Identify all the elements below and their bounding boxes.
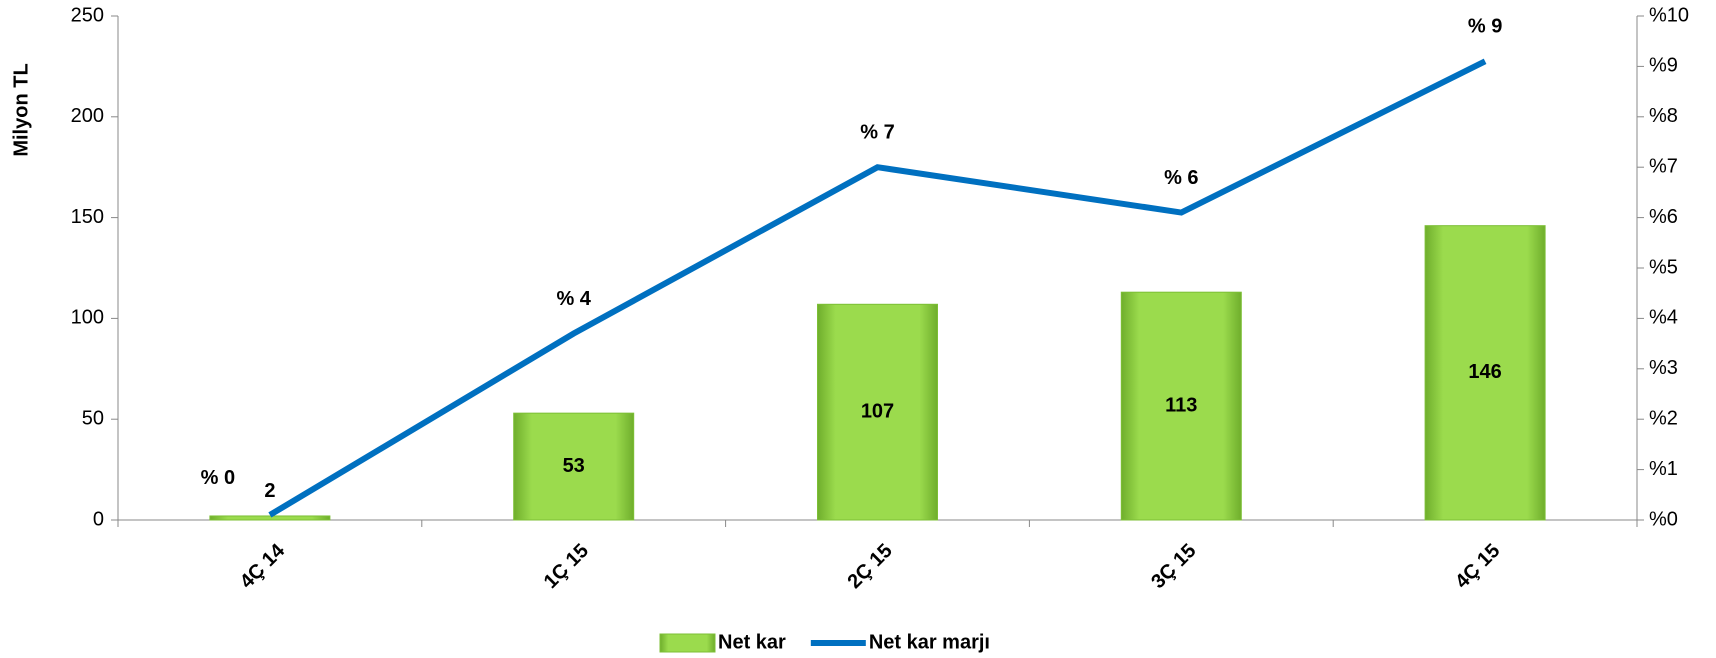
line-label: % 9 (1468, 16, 1502, 38)
y-tick-label: 150 (71, 206, 104, 228)
y-axis-label: Milyon TL (10, 63, 32, 156)
y-tick-label: 100 (71, 307, 104, 329)
y2-tick-label: %3 (1649, 357, 1678, 379)
y-tick-label: 250 (71, 4, 104, 26)
y-tick-label: 50 (82, 407, 104, 429)
y-tick-label: 0 (93, 508, 104, 530)
y2-tick-label: %1 (1649, 458, 1678, 480)
y2-tick-label: %2 (1649, 407, 1678, 429)
bar-label: 53 (563, 455, 585, 477)
y2-tick-label: %7 (1649, 155, 1678, 177)
x-tick-label: 4Ç 15 (1451, 540, 1504, 593)
y2-tick-label: %0 (1649, 508, 1678, 530)
line-label: % 7 (860, 121, 894, 143)
bar-label: 146 (1468, 361, 1501, 383)
line-label: % 6 (1164, 167, 1198, 189)
bar-label: 113 (1165, 394, 1197, 416)
bar (817, 303, 938, 521)
legend-label: Net kar (718, 631, 786, 653)
y-tick-label: 200 (71, 105, 104, 127)
legend-label: Net kar marjı (869, 631, 990, 653)
y2-tick-label: %8 (1649, 105, 1678, 127)
line-label: % 0 (201, 467, 235, 489)
y2-tick-label: %5 (1649, 256, 1678, 278)
y2-tick-label: %9 (1649, 55, 1678, 77)
bar (1424, 225, 1546, 521)
line-label: % 4 (556, 288, 591, 310)
bar (209, 515, 331, 521)
y2-tick-label: %10 (1649, 4, 1689, 26)
line (268, 58, 1487, 518)
y2-tick-label: %6 (1649, 206, 1678, 228)
x-tick-label: 3Ç 15 (1147, 540, 1200, 593)
x-tick-label: 4Ç 14 (236, 539, 290, 593)
x-tick-label: 1Ç 15 (540, 540, 593, 593)
legend-swatch (659, 633, 716, 653)
y2-tick-label: %4 (1649, 307, 1678, 329)
x-tick-label: 2Ç 15 (843, 540, 896, 593)
bar (513, 412, 635, 521)
bar-label: 107 (861, 400, 894, 422)
bar (1120, 291, 1242, 521)
bar-label: 2 (264, 480, 275, 502)
